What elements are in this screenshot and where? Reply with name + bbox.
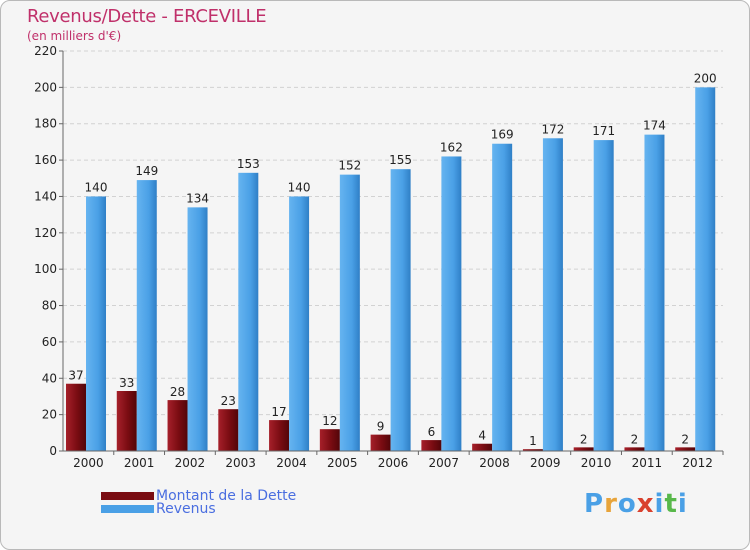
- y-tick-label: 0: [49, 444, 57, 458]
- data-label-revenus: 171: [592, 124, 615, 138]
- y-tick-label: 160: [34, 153, 57, 167]
- data-label-debt: 23: [221, 394, 236, 408]
- data-label-debt: 12: [322, 414, 337, 428]
- data-label-debt: 37: [68, 369, 83, 383]
- x-tick-label: 2007: [428, 456, 459, 470]
- x-tick-label: 2002: [175, 456, 206, 470]
- bar-debt: [167, 400, 188, 451]
- x-tick-label: 2005: [327, 456, 358, 470]
- legend-swatch-revenus: [101, 505, 154, 513]
- y-tick-label: 100: [34, 262, 57, 276]
- y-tick-label: 140: [34, 189, 57, 203]
- chart-title: Revenus/Dette - ERCEVILLE: [27, 6, 267, 27]
- y-tick-label: 180: [34, 117, 57, 131]
- bar-revenus: [492, 143, 513, 451]
- bar-debt: [218, 409, 239, 451]
- bar-debt: [269, 420, 290, 451]
- bar-revenus: [441, 156, 462, 452]
- logo-letter: o: [617, 489, 637, 519]
- data-label-revenus: 134: [186, 191, 209, 205]
- data-label-debt: 9: [377, 420, 385, 434]
- data-label-revenus: 172: [541, 122, 564, 136]
- proxiti-logo: Proxiti: [584, 489, 688, 519]
- x-tick-label: 2006: [378, 456, 409, 470]
- y-tick-label: 80: [42, 299, 57, 313]
- logo-letter: x: [636, 489, 655, 519]
- data-label-revenus: 155: [389, 153, 412, 167]
- data-label-debt: 2: [631, 432, 639, 446]
- y-tick-label: 60: [42, 335, 57, 349]
- data-label-debt: 4: [478, 429, 486, 443]
- bar-debt: [319, 429, 340, 451]
- bar-revenus: [187, 207, 208, 451]
- bar-debt: [675, 447, 696, 451]
- data-label-revenus: 140: [85, 180, 108, 194]
- data-label-revenus: 152: [338, 159, 361, 173]
- bar-revenus: [289, 196, 310, 451]
- bar-revenus: [390, 169, 411, 451]
- y-tick-label: 120: [34, 226, 57, 240]
- x-tick-label: 2003: [225, 456, 256, 470]
- data-label-revenus: 149: [135, 164, 158, 178]
- bar-revenus: [593, 140, 614, 451]
- data-label-debt: 28: [170, 385, 185, 399]
- x-tick-label: 2010: [581, 456, 612, 470]
- data-label-revenus: 174: [643, 119, 666, 133]
- x-tick-label: 2008: [479, 456, 510, 470]
- data-label-debt: 2: [681, 432, 689, 446]
- bar-revenus: [86, 196, 106, 451]
- data-label-debt: 6: [428, 425, 436, 439]
- legend-label-revenus: Revenus: [156, 501, 216, 517]
- bar-debt: [472, 443, 493, 451]
- x-tick-label: 2011: [632, 456, 663, 470]
- y-tick-label: 200: [34, 80, 57, 94]
- data-label-revenus: 169: [491, 128, 514, 142]
- bar-debt: [421, 440, 442, 451]
- data-label-debt: 17: [271, 405, 286, 419]
- bar-revenus: [695, 87, 716, 451]
- x-tick-label: 2012: [682, 456, 713, 470]
- bar-debt: [116, 391, 137, 451]
- bar-debt: [370, 434, 391, 451]
- logo-letter: P: [584, 489, 605, 519]
- bar-revenus: [136, 180, 157, 451]
- bar-revenus: [644, 134, 665, 452]
- x-tick-label: 2001: [124, 456, 155, 470]
- bar-debt: [573, 447, 594, 451]
- logo-letter: i: [677, 489, 688, 519]
- bar-debt: [66, 383, 86, 451]
- chart-subtitle: (en milliers d'€): [27, 29, 122, 43]
- data-label-debt: 1: [529, 434, 537, 448]
- x-tick-label: 2000: [73, 456, 104, 470]
- data-label-revenus: 140: [288, 180, 311, 194]
- bar-revenus: [339, 174, 360, 452]
- data-label-revenus: 153: [237, 157, 260, 171]
- logo-letter: i: [654, 489, 665, 519]
- legend-item-revenus: Revenus: [101, 501, 216, 517]
- bar-revenus: [238, 172, 259, 451]
- data-label-revenus: 162: [440, 140, 463, 154]
- bar-debt: [624, 447, 645, 451]
- bar-revenus: [542, 138, 563, 452]
- legend-item-debt: Montant de la Dette: [101, 488, 296, 504]
- x-tick-label: 2004: [276, 456, 307, 470]
- x-tick-label: 2009: [530, 456, 561, 470]
- logo-letter: r: [604, 489, 618, 519]
- bar-debt: [522, 449, 543, 451]
- legend-swatch-debt: [101, 492, 154, 500]
- data-label-debt: 33: [119, 376, 134, 390]
- y-tick-label: 220: [34, 44, 57, 58]
- legend-label-debt: Montant de la Dette: [156, 488, 297, 504]
- logo-letter: t: [664, 489, 678, 519]
- y-tick-label: 20: [42, 408, 57, 422]
- y-tick-label: 40: [42, 371, 57, 385]
- data-label-debt: 2: [580, 432, 588, 446]
- data-label-revenus: 200: [694, 71, 717, 85]
